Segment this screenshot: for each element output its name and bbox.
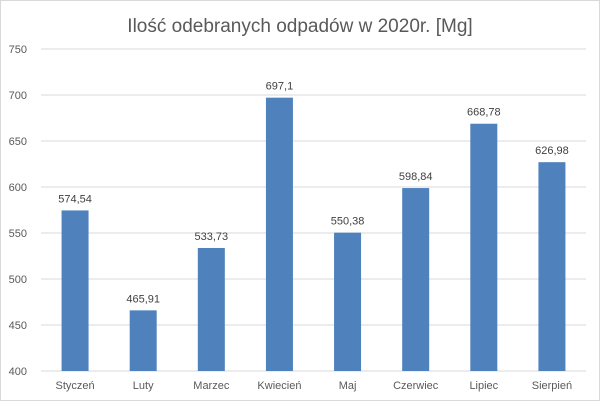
data-label: 574,54: [58, 193, 92, 205]
data-label: 598,84: [399, 171, 433, 183]
x-tick-label: Marzec: [193, 380, 230, 392]
y-tick-label: 600: [9, 182, 27, 194]
bar: [402, 188, 430, 371]
data-label: 550,38: [331, 216, 365, 228]
bar: [538, 162, 566, 371]
y-tick-label: 700: [9, 90, 27, 102]
y-tick-label: 450: [9, 320, 27, 332]
x-tick-label: Lipiec: [469, 380, 498, 392]
y-tick-label: 400: [9, 366, 27, 378]
y-tick-label: 500: [9, 274, 27, 286]
data-label: 465,91: [126, 293, 160, 305]
bar: [334, 232, 362, 371]
x-tick-label: Luty: [133, 380, 154, 392]
bar: [197, 247, 225, 371]
x-tick-label: Czerwiec: [393, 380, 439, 392]
y-tick-label: 550: [9, 228, 27, 240]
x-tick-label: Sierpień: [532, 380, 572, 392]
bar: [129, 310, 157, 371]
chart-title: Ilość odebranych odpadów w 2020r. [Mg]: [127, 16, 473, 37]
data-label: 668,78: [467, 107, 501, 119]
data-label: 626,98: [535, 145, 569, 157]
x-tick-label: Maj: [339, 380, 357, 392]
bar: [470, 123, 498, 371]
y-tick-label: 650: [9, 136, 27, 148]
bar: [265, 97, 293, 371]
data-label: 533,73: [194, 231, 228, 243]
x-tick-label: Kwiecień: [257, 380, 301, 392]
x-tick-label: Styczeń: [55, 380, 94, 392]
bar: [61, 210, 89, 371]
y-tick-label: 750: [9, 44, 27, 56]
data-label: 697,1: [266, 81, 294, 93]
